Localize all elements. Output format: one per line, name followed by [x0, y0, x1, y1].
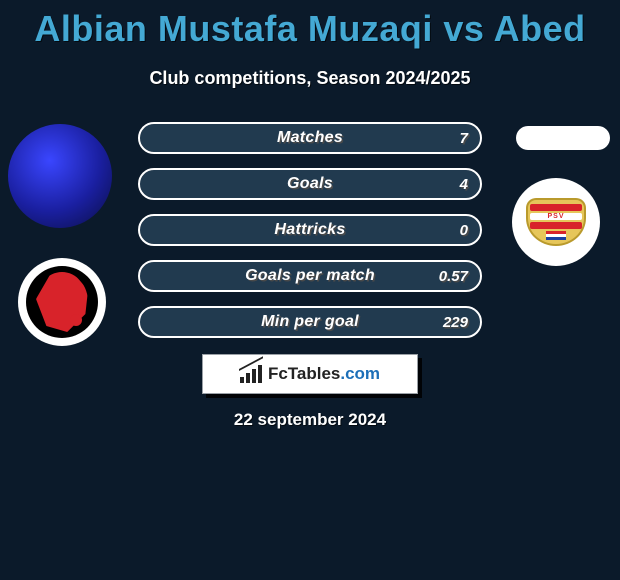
- psv-icon: PSV: [526, 198, 586, 246]
- page-title: Albian Mustafa Muzaqi vs Abed: [0, 0, 620, 50]
- subtitle: Club competitions, Season 2024/2025: [0, 68, 620, 89]
- player-avatar-left: [8, 124, 112, 228]
- stat-label: Min per goal: [138, 306, 482, 338]
- stat-row-min-per-goal: Min per goal 229: [138, 306, 482, 338]
- helmond-sport-icon: [26, 266, 98, 338]
- stats-panel: Matches 7 Goals 4 Hattricks 0 Goals per …: [138, 122, 482, 352]
- stat-row-goals: Goals 4: [138, 168, 482, 200]
- stat-value-right: 7: [460, 122, 468, 154]
- brand-text: FcTables.com: [268, 364, 380, 384]
- club-logo-right: PSV: [512, 178, 600, 266]
- stat-label: Goals per match: [138, 260, 482, 292]
- stat-label: Matches: [138, 122, 482, 154]
- stat-value-right: 0: [460, 214, 468, 246]
- bar-chart-icon: [240, 365, 262, 383]
- stat-value-right: 0.57: [439, 260, 468, 292]
- brand-name: FcTables: [268, 364, 340, 383]
- stat-value-right: 229: [443, 306, 468, 338]
- brand-badge: FcTables.com: [202, 354, 418, 394]
- date-text: 22 september 2024: [0, 410, 620, 430]
- brand-suffix: .com: [340, 364, 380, 383]
- club-logo-left: [18, 258, 106, 346]
- stat-value-right: 4: [460, 168, 468, 200]
- player-avatar-right: [516, 126, 610, 150]
- stat-row-matches: Matches 7: [138, 122, 482, 154]
- stat-label: Goals: [138, 168, 482, 200]
- stat-row-hattricks: Hattricks 0: [138, 214, 482, 246]
- stat-label: Hattricks: [138, 214, 482, 246]
- stat-row-goals-per-match: Goals per match 0.57: [138, 260, 482, 292]
